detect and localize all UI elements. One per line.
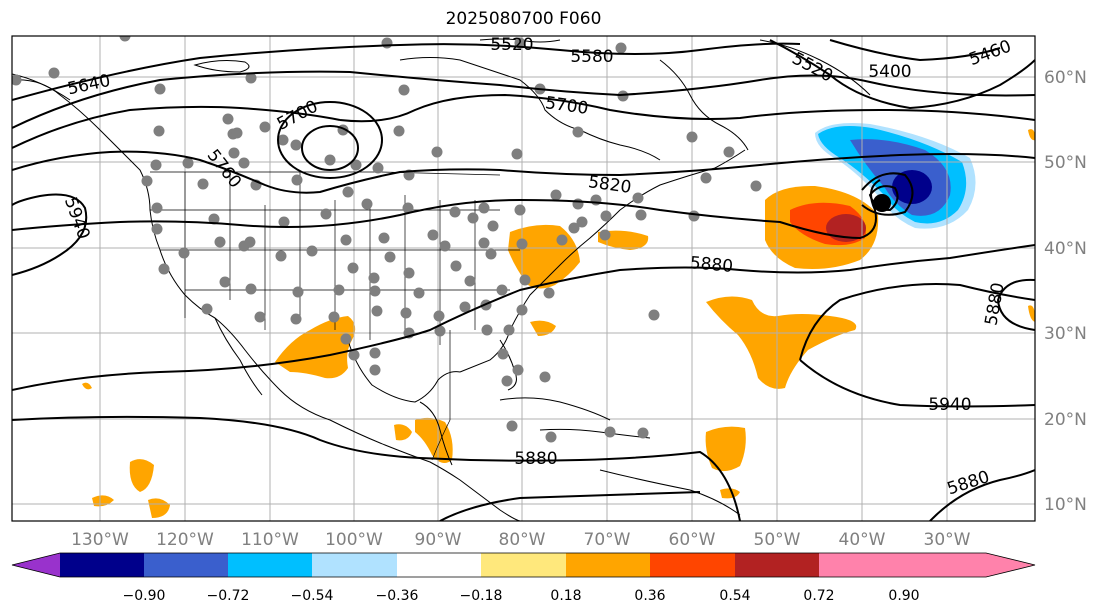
colorbar-tick-label: −0.54	[291, 588, 334, 604]
anomaly-area-orange	[598, 230, 649, 250]
map-panel	[11, 35, 1036, 522]
contour-label: 5400	[868, 62, 911, 82]
latitude-tick-labels: 60°N 50°N 40°N 30°N 20°N 10°N	[1044, 68, 1087, 515]
colorbar-extend-low	[12, 553, 60, 577]
lon-tick-label: 80°W	[499, 530, 546, 550]
anomaly-area-orange	[415, 417, 453, 464]
colorbar-segment	[228, 553, 312, 577]
lon-tick-label: 50°W	[754, 530, 801, 550]
contour-label: 5520	[490, 35, 533, 55]
colorbar-tick-label: −0.90	[123, 588, 166, 604]
colorbar-tick-label: −0.18	[460, 588, 503, 604]
lon-tick-label: 30°W	[924, 530, 971, 550]
colorbar-segment	[144, 553, 228, 577]
contour-label: 5580	[570, 47, 613, 67]
low-center-marker	[873, 194, 891, 212]
colorbar-segment	[735, 553, 819, 577]
anomaly-area-orange	[705, 426, 746, 472]
lat-tick-label: 20°N	[1044, 410, 1087, 430]
coastlines	[12, 38, 871, 521]
colorbar-tick-label: −0.72	[207, 588, 250, 604]
lon-tick-label: 130°W	[71, 530, 129, 550]
anomaly-area-orange	[275, 316, 356, 379]
colorbar-tick-label: 0.72	[803, 588, 834, 604]
colorbar-outline	[11, 552, 1036, 578]
anomaly-area-orange	[82, 382, 92, 390]
anomaly-area-orange	[148, 498, 170, 518]
colorbar-segment	[566, 553, 650, 577]
longitude-tick-labels: 130°W 120°W 110°W 100°W 90°W 80°W 70°W 6…	[71, 530, 971, 550]
anomaly-area-orange	[720, 488, 740, 499]
colorbar-tick-label: 0.54	[719, 588, 750, 604]
colorbar-segment	[650, 553, 735, 577]
lon-tick-label: 120°W	[156, 530, 214, 550]
colorbar-extend-high	[904, 553, 1035, 577]
contour-label: 5940	[928, 395, 971, 415]
colorbar: −0.90 −0.72 −0.54 −0.36 −0.18 0.18 0.36 …	[11, 552, 1036, 604]
lon-tick-label: 40°W	[839, 530, 886, 550]
lat-tick-label: 30°N	[1044, 324, 1087, 344]
anomaly-area-orange	[394, 424, 412, 441]
lat-tick-label: 60°N	[1044, 68, 1087, 88]
lon-tick-label: 70°W	[584, 530, 631, 550]
lat-tick-label: 10°N	[1044, 495, 1087, 515]
anomaly-area-orange	[530, 320, 556, 336]
anomaly-area-orange	[1028, 305, 1035, 322]
colorbar-tick-label: −0.36	[376, 588, 419, 604]
colorbar-segment	[819, 553, 904, 577]
anomaly-shading	[82, 123, 1035, 518]
colorbar-segment	[312, 553, 397, 577]
lon-tick-label: 100°W	[325, 530, 383, 550]
lat-tick-label: 50°N	[1044, 153, 1087, 173]
lon-tick-label: 60°W	[669, 530, 716, 550]
contour-label: 5880	[689, 253, 734, 277]
lon-tick-label: 110°W	[241, 530, 299, 550]
lat-tick-label: 40°N	[1044, 239, 1087, 259]
contour-label: 5880	[514, 449, 557, 469]
anomaly-area-orange	[129, 459, 154, 492]
colorbar-tick-label: 0.18	[550, 588, 581, 604]
colorbar-tick-label: 0.90	[888, 588, 919, 604]
lon-tick-label: 90°W	[415, 530, 462, 550]
colorbar-segment	[481, 553, 566, 577]
colorbar-tick-label: 0.36	[634, 588, 665, 604]
height-contours	[12, 39, 1035, 521]
map-title: 2025080700 F060	[445, 9, 602, 29]
colorbar-segment	[397, 553, 481, 577]
anomaly-area-orange	[1028, 129, 1035, 141]
colorbar-segment	[60, 553, 144, 577]
map-frame	[11, 35, 1036, 522]
